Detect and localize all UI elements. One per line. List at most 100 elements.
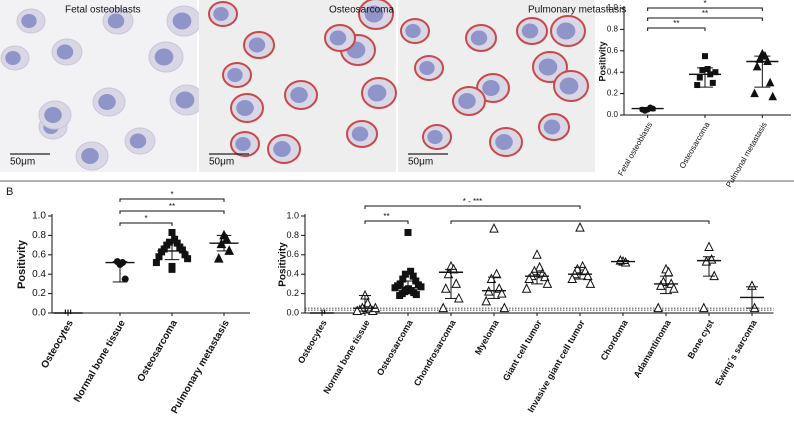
x-tick-label: Osteocytes xyxy=(296,318,329,365)
x-tick-label: Normal bone tissue xyxy=(72,318,128,404)
point xyxy=(534,261,545,272)
scale-label: 50μm xyxy=(408,157,433,168)
point xyxy=(168,265,176,273)
point xyxy=(181,251,189,259)
y-tick-label: 0.4 xyxy=(607,67,619,76)
point xyxy=(704,241,714,252)
scale-label: 50μm xyxy=(209,157,234,168)
nucleus xyxy=(107,13,125,29)
y-tick-label: 1.0 xyxy=(32,211,46,222)
point xyxy=(521,283,532,293)
x-tick-label: Normal bone tissue xyxy=(321,318,371,395)
nucleus xyxy=(44,107,62,123)
y-tick-label: 0.2 xyxy=(607,89,619,98)
nucleus xyxy=(98,94,116,110)
point xyxy=(542,278,553,288)
nucleus xyxy=(538,58,558,76)
y-tick-label: 0.6 xyxy=(286,249,299,259)
significance-label: ** xyxy=(169,202,175,211)
point xyxy=(152,259,160,267)
nucleus xyxy=(329,30,347,46)
nucleus xyxy=(364,5,384,23)
point xyxy=(750,88,759,98)
y-tick-label: 0.8 xyxy=(286,230,299,240)
point xyxy=(163,241,171,249)
nucleus xyxy=(21,14,37,28)
point xyxy=(396,292,404,300)
x-tick-label: Bone cyst xyxy=(686,318,716,360)
significance-label: * - *** xyxy=(463,197,483,206)
nucleus xyxy=(495,134,513,150)
x-tick-label: Giant cell tumor xyxy=(501,318,544,383)
nucleus xyxy=(235,137,251,151)
image-label: Osteosarcoma xyxy=(329,5,394,16)
y-tick-label: 0.8 xyxy=(32,230,46,241)
y-axis-title: Positivity xyxy=(16,239,28,289)
nucleus xyxy=(236,100,254,116)
image-label: Fetal osteoblasts xyxy=(65,5,141,16)
point xyxy=(694,82,701,89)
y-tick-label: 0.8 xyxy=(607,25,619,34)
significance-bracket xyxy=(119,210,225,214)
point xyxy=(699,67,706,74)
significance-bracket xyxy=(364,205,581,209)
y-tick-label: 0.6 xyxy=(32,249,46,260)
significance-bracket xyxy=(647,27,706,31)
micrograph: Fetal osteoblasts 50μm xyxy=(0,0,205,172)
nucleus xyxy=(351,126,369,142)
nucleus xyxy=(56,44,74,60)
nucleus xyxy=(290,87,308,103)
point xyxy=(768,91,778,101)
point xyxy=(158,248,166,256)
nucleus xyxy=(81,148,99,164)
point xyxy=(168,228,176,236)
nucleus xyxy=(458,93,476,109)
significance-bracket xyxy=(647,7,763,11)
point xyxy=(532,249,542,259)
point xyxy=(440,283,451,293)
nucleus xyxy=(172,12,192,30)
y-tick-label: 0.4 xyxy=(286,269,299,279)
y-tick-label: 0.2 xyxy=(32,288,46,299)
point xyxy=(698,302,709,313)
point xyxy=(575,222,585,232)
x-tick-label: Osteocytes xyxy=(39,318,76,371)
nucleus xyxy=(175,91,195,109)
point xyxy=(443,268,454,279)
y-tick-label: 1.0 xyxy=(607,3,619,12)
point xyxy=(653,302,664,313)
nucleus xyxy=(419,61,435,75)
point xyxy=(491,268,502,279)
point xyxy=(704,65,711,72)
x-tick-label: Pulmonal metastasis xyxy=(724,121,769,189)
point xyxy=(486,273,497,284)
x-tick-label: Chondrosarcoma xyxy=(412,317,458,387)
y-tick-label: 1.0 xyxy=(286,210,299,220)
y-tick-label: 0.4 xyxy=(32,269,46,280)
nucleus xyxy=(248,37,266,53)
point xyxy=(409,272,417,280)
point xyxy=(178,246,186,254)
y-tick-label: 0.0 xyxy=(286,307,299,317)
nucleus xyxy=(227,68,243,82)
nucleus xyxy=(482,80,500,96)
point xyxy=(496,287,507,298)
nucleus xyxy=(5,51,21,65)
nucleus xyxy=(543,119,561,135)
point xyxy=(585,278,596,288)
y-tick-label: 0.2 xyxy=(286,288,299,298)
nucleus xyxy=(521,23,539,39)
nucleus xyxy=(129,133,147,149)
point xyxy=(391,284,399,292)
point xyxy=(499,302,510,313)
point xyxy=(702,53,708,60)
nucleus xyxy=(367,84,387,102)
significance-label: * xyxy=(170,190,173,199)
point xyxy=(171,235,179,243)
point xyxy=(438,302,449,313)
nucleus xyxy=(427,130,443,144)
point xyxy=(582,270,593,281)
point xyxy=(451,278,462,288)
point xyxy=(655,280,666,290)
nucleus xyxy=(559,77,579,95)
